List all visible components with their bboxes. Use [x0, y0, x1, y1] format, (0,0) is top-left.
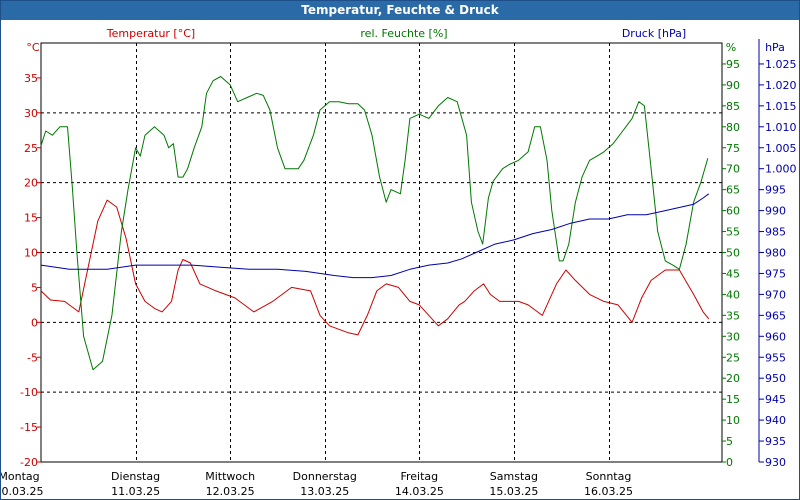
- humidity-tick-label: 10: [726, 414, 740, 427]
- pressure-tick-label: 965: [765, 309, 786, 322]
- humidity-tick-label: 55: [726, 226, 740, 239]
- x-date-label: 14.03.25: [395, 485, 444, 498]
- temperature-tick-label: 10: [24, 247, 38, 260]
- x-day-label: Samstag: [490, 470, 538, 483]
- pressure-axis-title: Druck [hPa]: [622, 27, 686, 40]
- pressure-tick-label: 970: [765, 288, 786, 301]
- temperature-tick-label: -10: [20, 386, 38, 399]
- humidity-tick-label: 0: [726, 456, 733, 469]
- pressure-tick-label: 985: [765, 226, 786, 239]
- temperature-tick-label: 0: [31, 316, 38, 329]
- plot-area: [40, 42, 723, 463]
- humidity-series-line: [40, 76, 709, 371]
- pressure-tick-label: 1.000: [765, 163, 797, 176]
- x-day-label: Dienstag: [111, 470, 160, 483]
- temperature-tick-label: 15: [24, 212, 38, 225]
- chart-title: Temperatur, Feuchte & Druck: [1, 1, 799, 20]
- humidity-tick-label: 95: [726, 58, 740, 71]
- x-date-label: 10.03.25: [1, 485, 43, 498]
- temperature-tick-label: 5: [31, 281, 38, 294]
- humidity-unit: %: [726, 41, 736, 54]
- humidity-tick-label: 30: [726, 330, 740, 343]
- temperature-tick-label: -20: [20, 456, 38, 469]
- humidity-tick-label: 80: [726, 121, 740, 134]
- pressure-unit: hPa: [765, 41, 785, 54]
- x-day-label: Mittwoch: [205, 470, 255, 483]
- pressure-tick-label: 1.010: [765, 121, 797, 134]
- temperature-tick-label: -15: [20, 421, 38, 434]
- humidity-tick-label: 40: [726, 288, 740, 301]
- pressure-tick-label: 995: [765, 184, 786, 197]
- series-lines: [40, 76, 710, 371]
- temperature-axis: -20 -15 -10 -5 0 5 10 15 20 25 30 35: [20, 72, 41, 469]
- humidity-tick-label: 65: [726, 184, 740, 197]
- temperature-tick-label: 30: [24, 107, 38, 120]
- humidity-tick-label: 70: [726, 163, 740, 176]
- temperature-tick-label: 20: [24, 177, 38, 190]
- humidity-axis: 0 5 10 15 20 25 30 35 40 45 50 55 60 65 70 75 80 85 90 95: [722, 58, 740, 469]
- pressure-axis: 930 935 940 945 950 955 960 965 970 975 980 985 990 9…: [758, 39, 797, 469]
- pressure-tick-label: 980: [765, 247, 786, 260]
- x-day-label: Montag: [1, 470, 40, 483]
- pressure-tick-label: 1.015: [765, 100, 797, 113]
- x-day-label: Freitag: [400, 470, 438, 483]
- pressure-tick-label: 940: [765, 414, 786, 427]
- pressure-tick-label: 975: [765, 267, 786, 280]
- temperature-unit: °C: [26, 41, 40, 54]
- humidity-tick-label: 35: [726, 309, 740, 322]
- x-date-label: 11.03.25: [111, 485, 160, 498]
- humidity-tick-label: 45: [726, 267, 740, 280]
- x-day-label: Sonntag: [586, 470, 632, 483]
- x-date-label: 16.03.25: [584, 485, 633, 498]
- pressure-tick-label: 1.005: [765, 142, 797, 155]
- x-date-label: 15.03.25: [489, 485, 538, 498]
- humidity-tick-label: 5: [726, 435, 733, 448]
- pressure-series-line: [40, 193, 710, 279]
- pressure-tick-label: 1.020: [765, 79, 797, 92]
- x-axis: Montag 10.03.25 Dienstag 11.03.25 Mittwoch 12…: [1, 470, 633, 498]
- pressure-tick-label: 950: [765, 372, 786, 385]
- pressure-tick-label: 960: [765, 330, 786, 343]
- pressure-tick-label: 955: [765, 351, 786, 364]
- x-date-label: 13.03.25: [300, 485, 349, 498]
- humidity-axis-title: rel. Feuchte [%]: [360, 27, 447, 40]
- humidity-tick-label: 75: [726, 142, 740, 155]
- temperature-tick-label: -5: [27, 351, 38, 364]
- temperature-axis-title: Temperatur [°C]: [106, 27, 195, 40]
- pressure-tick-label: 990: [765, 205, 786, 218]
- humidity-tick-label: 50: [726, 247, 740, 260]
- x-day-label: Donnerstag: [293, 470, 357, 483]
- pressure-tick-label: 1.025: [765, 58, 797, 71]
- temperature-series-line: [40, 199, 710, 336]
- humidity-tick-label: 15: [726, 393, 740, 406]
- grid: [41, 43, 722, 462]
- pressure-tick-label: 930: [765, 456, 786, 469]
- x-date-label: 12.03.25: [206, 485, 255, 498]
- humidity-tick-label: 60: [726, 205, 740, 218]
- humidity-tick-label: 90: [726, 79, 740, 92]
- temperature-tick-label: 25: [24, 142, 38, 155]
- humidity-tick-label: 85: [726, 100, 740, 113]
- pressure-tick-label: 935: [765, 435, 786, 448]
- pressure-tick-label: 945: [765, 393, 786, 406]
- humidity-tick-label: 20: [726, 372, 740, 385]
- humidity-tick-label: 25: [726, 351, 740, 364]
- temperature-tick-label: 35: [24, 72, 38, 85]
